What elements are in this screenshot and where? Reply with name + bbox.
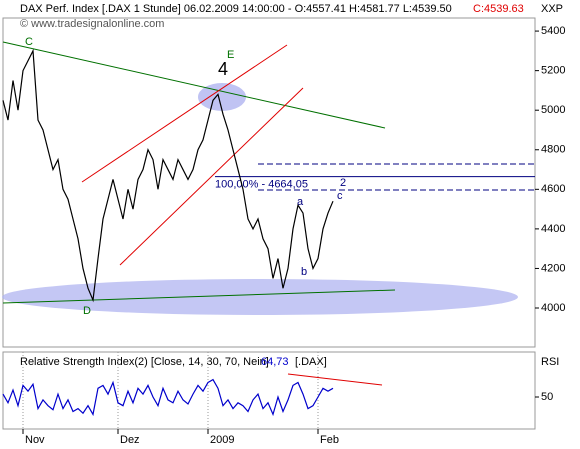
rsi-last: 64,73	[261, 356, 289, 368]
annotation: a	[297, 196, 304, 208]
x-tick-label: Nov	[25, 434, 45, 446]
y-tick-label: 4600	[541, 183, 565, 195]
x-tick-label: Dez	[120, 434, 140, 446]
y-tick-label: 4000	[541, 302, 565, 314]
annotation: 4	[218, 59, 228, 79]
close-label: C:4539.63	[473, 3, 524, 15]
annotation: 2	[340, 177, 346, 189]
y-tick-label: 5400	[541, 25, 565, 37]
annotation: D	[83, 305, 91, 317]
annotation: b	[301, 266, 307, 278]
x-tick-label: Feb	[320, 434, 339, 446]
level-label: 100,00% - 4664,05	[215, 179, 308, 191]
x-tick-label: 2009	[210, 434, 234, 446]
highlight-ellipse	[2, 279, 518, 315]
y-tick-label: 5000	[541, 104, 565, 116]
y-tick-label: 50	[541, 391, 553, 403]
trend-line	[2, 41, 386, 129]
trend-line	[2, 289, 396, 304]
axis-label: XXP	[541, 3, 563, 15]
rsi-panel	[2, 351, 536, 430]
rsi-title: Relative Strength Index(2) [Close, 14, 3…	[20, 356, 269, 368]
rsi-trend-line	[287, 373, 383, 386]
trend-line	[81, 44, 288, 183]
annotation: C	[25, 36, 33, 48]
watermark: © www.tradesignalonline.com	[20, 18, 164, 30]
price-line	[2, 378, 334, 417]
annotation: E	[227, 49, 234, 61]
price-line	[2, 48, 334, 303]
rsi-symbol: [.DAX]	[295, 356, 327, 368]
y-tick-label: 4800	[541, 144, 565, 156]
trend-line	[119, 87, 304, 266]
highlight-ellipse	[198, 83, 246, 111]
y-tick-label: 4200	[541, 262, 565, 274]
header: DAX Perf. Index [.DAX 1 Stunde] 06.02.20…	[20, 3, 452, 15]
y-tick-label: 5200	[541, 65, 565, 77]
annotation: c	[337, 190, 343, 202]
rsi-axis-label: RSI	[541, 356, 559, 368]
y-tick-label: 4400	[541, 223, 565, 235]
